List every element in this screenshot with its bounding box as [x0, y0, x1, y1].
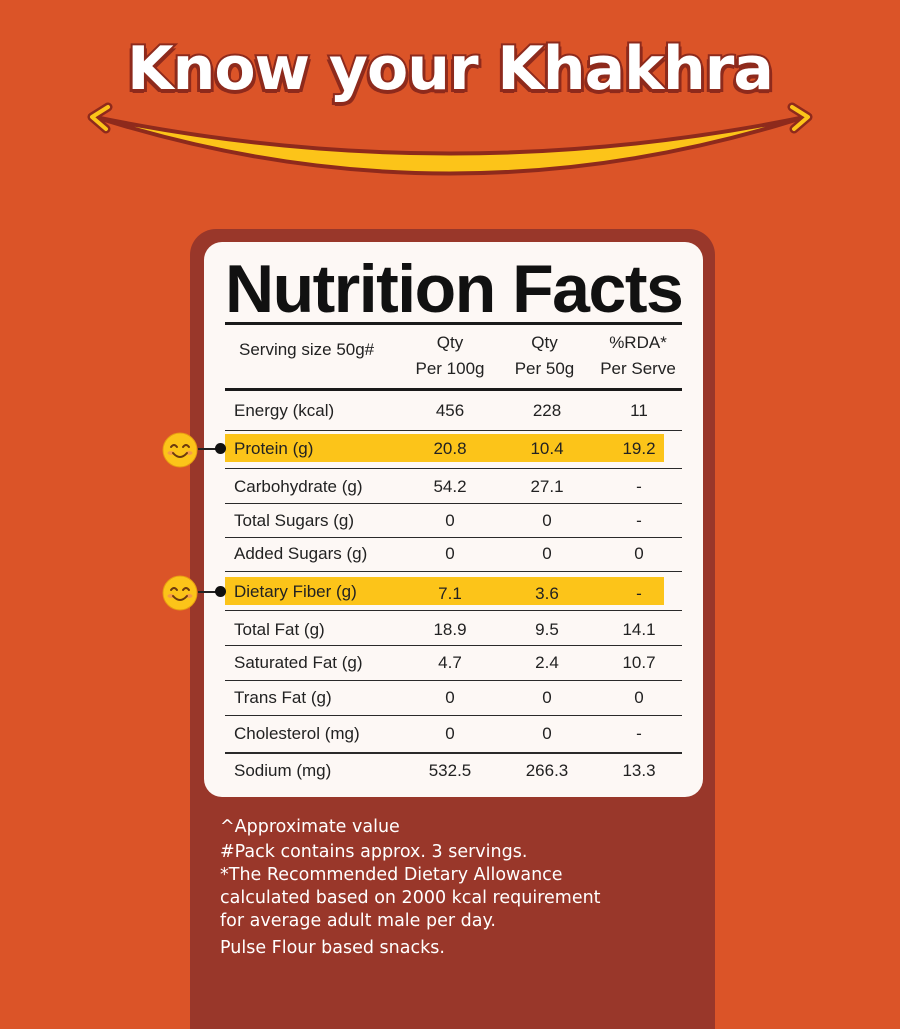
row-divider — [225, 680, 682, 681]
nutrient-per50: 3.6 — [535, 584, 559, 603]
table-row: Added Sugars (g) 0 0 0 — [225, 536, 682, 572]
marker-dot — [215, 443, 226, 454]
nutrient-name: Energy (kcal) — [234, 401, 335, 420]
nutrient-per50: 0 — [542, 688, 552, 707]
nutrient-name: Saturated Fat (g) — [234, 653, 363, 672]
nutrient-per100: 7.1 — [438, 584, 462, 603]
nutrient-name: Dietary Fiber (g) — [234, 582, 357, 601]
nutrient-name: Protein (g) — [234, 439, 314, 458]
nutrient-rda: - — [636, 477, 642, 496]
footnote-approx: ^Approximate value — [220, 817, 400, 837]
nutrient-per50: 9.5 — [535, 620, 559, 639]
nutrient-per100: 456 — [435, 401, 465, 420]
nutrient-per50: 0 — [542, 511, 552, 530]
nutrient-per50: 0 — [542, 544, 552, 563]
title-divider — [225, 322, 682, 325]
col-rda-header: %RDA* Per Serve — [593, 330, 683, 382]
nutrient-rda: 19.2 — [622, 439, 656, 458]
nutrient-per50: 10.4 — [530, 439, 564, 458]
smile-arc-icon — [87, 102, 813, 176]
nutrient-per100: 20.8 — [433, 439, 467, 458]
marker-connector — [198, 591, 218, 593]
table-row: Cholesterol (mg) 0 0 - — [225, 716, 682, 752]
table-row-highlighted: Protein (g) 20.8 10.4 19.2 — [225, 431, 682, 467]
nutrient-name: Sodium (mg) — [234, 761, 332, 780]
nutrient-per50: 0 — [542, 724, 552, 743]
nutrient-name: Added Sugars (g) — [234, 544, 368, 563]
row-divider — [225, 430, 682, 431]
nutrient-per50: 266.3 — [525, 761, 569, 780]
highlight-bar — [225, 434, 664, 462]
nutrient-rda: 10.7 — [622, 653, 656, 672]
header-divider — [225, 388, 682, 391]
page-headline: Know your Khakhra — [125, 32, 776, 106]
footnote-rda-2: calculated based on 2000 kcal requiremen… — [220, 888, 601, 908]
row-divider — [225, 752, 682, 754]
nutrient-per100: 54.2 — [433, 477, 467, 496]
col-per50-line1: Qty — [531, 333, 558, 352]
table-row: Energy (kcal) 456 228 11 — [225, 393, 682, 429]
nutrient-rda: - — [636, 724, 642, 743]
footnote-pulse-flour: Pulse Flour based snacks. — [220, 938, 445, 958]
col-per100-line2: Per 100g — [415, 359, 485, 378]
nutrient-per50: 2.4 — [535, 653, 559, 672]
row-divider — [225, 503, 682, 504]
nutrient-name: Trans Fat (g) — [234, 688, 332, 707]
serving-size-label: Serving size 50g# — [239, 340, 375, 359]
nutrient-per100: 18.9 — [433, 620, 467, 639]
nutrient-per50: 27.1 — [530, 477, 564, 496]
col-rda-line1: %RDA* — [609, 333, 667, 352]
table-row: Trans Fat (g) 0 0 0 — [225, 680, 682, 716]
col-per50-header: Qty Per 50g — [502, 330, 587, 382]
nutrient-name: Cholesterol (mg) — [234, 724, 360, 743]
nutrient-per50: 228 — [532, 401, 562, 420]
nutrient-per100: 0 — [445, 511, 455, 530]
nutrient-per100: 0 — [445, 544, 455, 563]
nutrient-rda: - — [636, 584, 642, 603]
nutrition-facts-title: Nutrition Facts — [225, 251, 684, 327]
nutrient-rda: 0 — [634, 688, 644, 707]
nutrient-per100: 4.7 — [438, 653, 462, 672]
nutrient-rda: 0 — [634, 544, 644, 563]
col-rda-line2: Per Serve — [600, 359, 676, 378]
marker-dot — [215, 586, 226, 597]
col-per100-header: Qty Per 100g — [405, 330, 495, 382]
footnote-rda-3: for average adult male per day. — [220, 911, 496, 931]
nutrient-rda: - — [636, 511, 642, 530]
nutrient-per100: 0 — [445, 724, 455, 743]
footnote-rda-1: *The Recommended Dietary Allowance — [220, 865, 563, 885]
table-row: Total Fat (g) 18.9 9.5 14.1 — [225, 612, 682, 648]
nutrient-rda: 14.1 — [622, 620, 656, 639]
nutrient-name: Carbohydrate (g) — [234, 477, 363, 496]
table-row: Carbohydrate (g) 54.2 27.1 - — [225, 469, 682, 505]
row-divider — [225, 715, 682, 716]
nutrition-card — [204, 242, 703, 797]
nutrient-rda: 13.3 — [622, 761, 656, 780]
footnote-servings: #Pack contains approx. 3 servings. — [220, 842, 528, 862]
nutrient-name: Total Sugars (g) — [234, 511, 354, 530]
nutrient-name: Total Fat (g) — [234, 620, 325, 639]
row-divider — [225, 645, 682, 646]
row-divider — [225, 537, 682, 538]
nutrient-per100: 532.5 — [428, 761, 472, 780]
nutrient-per100: 0 — [445, 688, 455, 707]
table-row: Saturated Fat (g) 4.7 2.4 10.7 — [225, 645, 682, 681]
marker-connector — [198, 448, 218, 450]
table-row: Sodium (mg) 532.5 266.3 13.3 — [225, 753, 682, 789]
table-row-highlighted: Dietary Fiber (g) 7.1 3.6 - — [225, 574, 682, 610]
nutrient-rda: 11 — [630, 401, 648, 420]
col-per100-line1: Qty — [436, 333, 464, 352]
highlight-bar — [225, 577, 664, 605]
row-divider — [225, 571, 682, 572]
row-divider — [225, 610, 682, 611]
col-per50-line2: Per 50g — [514, 359, 575, 378]
table-row: Total Sugars (g) 0 0 - — [225, 503, 682, 539]
row-divider — [225, 468, 682, 469]
smiling-face-icon — [162, 432, 198, 468]
smiling-face-icon — [162, 575, 198, 611]
